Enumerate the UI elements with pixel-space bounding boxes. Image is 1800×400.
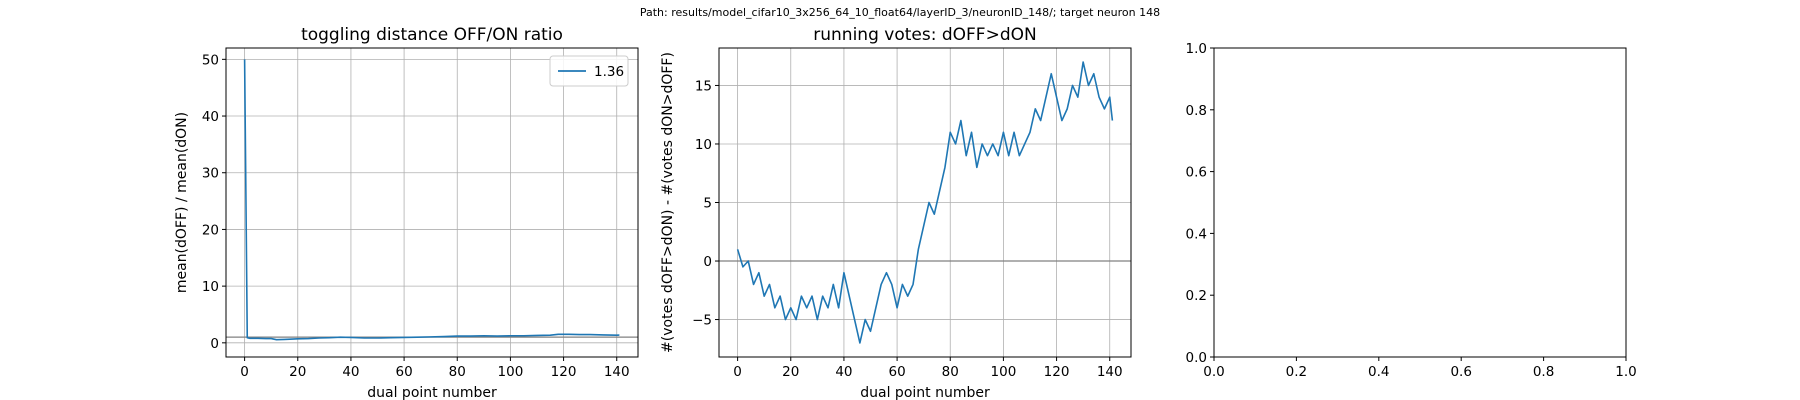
x-tick-label: 0.8 [1533, 364, 1554, 380]
x-tick-label: 1.0 [1615, 364, 1636, 380]
axes-frame [1213, 47, 1627, 358]
x-tick-label: 0 [733, 364, 742, 380]
x-tick-label: 120 [551, 364, 577, 380]
y-tick-label: 15 [695, 78, 712, 94]
x-tick-label: 140 [604, 364, 630, 380]
x-tick-label: 20 [289, 364, 306, 380]
x-tick-label: 100 [498, 364, 524, 380]
figure-suptitle: Path: results/model_cifar10_3x256_64_10_… [640, 6, 1160, 19]
series-line [243, 59, 620, 341]
x-tick-label: 80 [942, 364, 959, 380]
x-tick-label: 80 [449, 364, 466, 380]
y-axis-label: #(votes dOFF>dON) - #(votes dON>dOFF) [660, 52, 676, 353]
y-axis-label: mean(dOFF) / mean(dON) [174, 112, 190, 293]
y-tick-label: 20 [202, 222, 219, 238]
x-tick-label: 20 [782, 364, 799, 380]
y-tick-label: 0.6 [1186, 165, 1207, 181]
x-tick-label: 0.2 [1286, 364, 1307, 380]
y-tick-label: 0.2 [1186, 288, 1207, 304]
x-tick-label: 40 [835, 364, 852, 380]
x-tick-label: 60 [395, 364, 412, 380]
y-tick-label: 0.4 [1186, 226, 1207, 242]
x-tick-label: 0.6 [1450, 364, 1471, 380]
subplot-empty: 0.0 0.2 0.4 0.6 0.8 1.0 0.0 0.2 0.4 0.6 0.8 1.0 [1186, 41, 1637, 380]
axes-frame [225, 47, 639, 358]
y-tick-label: 0 [210, 336, 219, 352]
y-tick-label: 40 [202, 109, 219, 125]
x-tick-label: 60 [888, 364, 905, 380]
y-tick-label: 0 [703, 254, 712, 270]
x-tick-label: 0.4 [1368, 364, 1389, 380]
x-tick-label: 140 [1097, 364, 1123, 380]
legend-box [549, 55, 629, 87]
y-tick-label: 10 [202, 279, 219, 295]
subplot-ratio: 0 20 40 60 80 100 120 140 0 10 20 30 40 50 toggling di… [174, 25, 639, 400]
y-tick-label: 0.8 [1186, 103, 1207, 119]
series-line [736, 61, 1114, 344]
y-tick-label: 1.0 [1186, 41, 1207, 57]
x-tick-label: 0 [240, 364, 249, 380]
x-axis-label: dual point number [860, 385, 990, 400]
y-tick-label: −5 [692, 313, 712, 329]
chart-title: toggling distance OFF/ON ratio [301, 25, 563, 45]
y-tick-label: 30 [202, 166, 219, 182]
x-tick-label: 120 [1044, 364, 1070, 380]
y-tick-label: 5 [703, 196, 712, 212]
x-axis-label: dual point number [367, 385, 497, 400]
chart-title: running votes: dOFF>dON [813, 25, 1036, 45]
y-tick-label: 50 [202, 52, 219, 68]
x-tick-label: 100 [991, 364, 1017, 380]
x-tick-label: 40 [342, 364, 359, 380]
subplot-running-votes: 0 20 40 60 80 100 120 140 −5 0 5 10 15 running votes:… [660, 25, 1132, 400]
legend-label: 1.36 [594, 64, 624, 80]
y-tick-label: 0.0 [1186, 350, 1207, 366]
y-tick-label: 10 [695, 137, 712, 153]
x-tick-label: 0.0 [1203, 364, 1224, 380]
